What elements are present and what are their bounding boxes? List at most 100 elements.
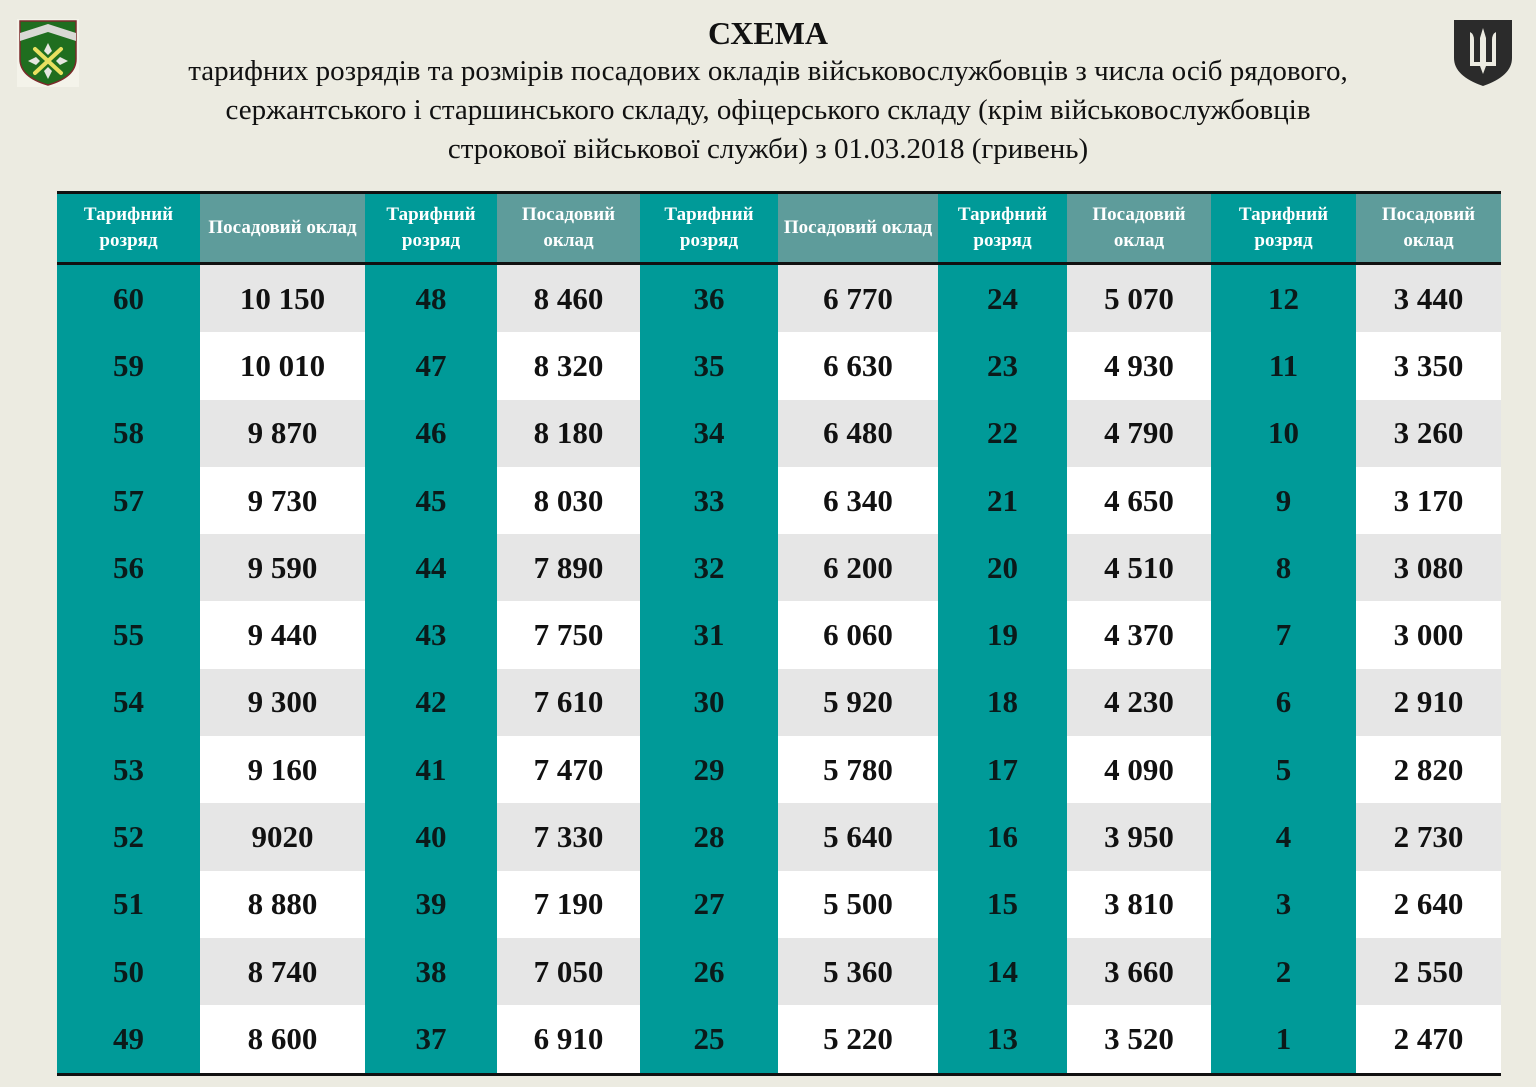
salary-cell: 5 780: [778, 736, 938, 804]
salary-cell: 5 360: [778, 937, 938, 1006]
grade-cell: 6: [1211, 668, 1356, 737]
table-row: 49 8 600 37 6 910 25 5 220 13 3 520 1 2 470: [57, 1005, 1501, 1075]
salary-cell: 6 480: [778, 399, 938, 467]
table-row: 53 9 160 41 7 470 29 5 780 17 4 090 5 2 820: [57, 736, 1501, 804]
grade-cell: 41: [365, 736, 497, 804]
salary-cell: 4 370: [1067, 601, 1211, 669]
salary-cell: 2 730: [1356, 803, 1501, 871]
grade-cell: 24: [938, 263, 1067, 333]
armed-forces-trident-logo: [1454, 20, 1512, 86]
salary-cell: 7 890: [497, 534, 640, 602]
grade-cell: 50: [57, 937, 200, 1006]
grade-cell: 2: [1211, 937, 1356, 1006]
grade-cell: 19: [938, 601, 1067, 669]
salary-cell: 4 090: [1067, 736, 1211, 804]
salary-cell: 3 260: [1356, 399, 1501, 467]
grade-cell: 3: [1211, 870, 1356, 938]
table-row: 55 9 440 43 7 750 31 6 060 19 4 370 7 3 000: [57, 601, 1501, 669]
salary-cell: 8 460: [497, 263, 640, 333]
grade-cell: 17: [938, 736, 1067, 804]
column-header-grade: Тарифний розряд: [1211, 192, 1356, 265]
grade-cell: 14: [938, 937, 1067, 1006]
salary-cell: 7 330: [497, 803, 640, 871]
salary-cell: 3 520: [1067, 1005, 1211, 1075]
unit-emblem-logo: [17, 19, 79, 87]
grade-cell: 47: [365, 332, 497, 400]
grade-cell: 56: [57, 534, 200, 602]
document-title: СХЕМА: [707, 15, 829, 51]
salary-cell: 8 030: [497, 466, 640, 535]
grade-cell: 40: [365, 803, 497, 871]
grade-cell: 44: [365, 534, 497, 602]
grade-cell: 25: [640, 1005, 778, 1075]
salary-cell: 6 060: [778, 601, 938, 669]
salary-cell: 4 510: [1067, 534, 1211, 602]
salary-cell: 9 730: [200, 466, 365, 535]
salary-cell: 6 630: [778, 332, 938, 400]
table-row: 52 9020 40 7 330 28 5 640 16 3 950 4 2 730: [57, 803, 1501, 871]
grade-cell: 57: [57, 466, 200, 535]
grade-cell: 53: [57, 736, 200, 804]
salary-cell: 8 180: [497, 399, 640, 467]
grade-cell: 32: [640, 534, 778, 602]
salary-cell: 2 470: [1356, 1005, 1501, 1075]
grade-cell: 27: [640, 870, 778, 938]
grade-cell: 39: [365, 870, 497, 938]
grade-cell: 52: [57, 803, 200, 871]
grade-cell: 12: [1211, 263, 1356, 333]
table-row: 56 9 590 44 7 890 32 6 200 20 4 510 8 3 080: [57, 534, 1501, 602]
grade-cell: 9: [1211, 466, 1356, 535]
salary-cell: 5 640: [778, 803, 938, 871]
salary-cell: 9 590: [200, 534, 365, 602]
salary-cell: 4 930: [1067, 332, 1211, 400]
table-row: 51 8 880 39 7 190 27 5 500 15 3 810 3 2 640: [57, 870, 1501, 938]
grade-cell: 10: [1211, 399, 1356, 467]
column-header-salary: Посадовий оклад: [1067, 192, 1211, 265]
salary-cell: 8 740: [200, 937, 365, 1006]
salary-cell: 7 470: [497, 736, 640, 804]
grade-cell: 5: [1211, 736, 1356, 804]
salary-cell: 3 950: [1067, 803, 1211, 871]
salary-cell: 4 790: [1067, 399, 1211, 467]
salary-cell: 7 050: [497, 937, 640, 1006]
grade-cell: 37: [365, 1005, 497, 1075]
grade-cell: 60: [57, 263, 200, 333]
column-header-grade: Тарифний розряд: [938, 192, 1067, 265]
salary-cell: 6 200: [778, 534, 938, 602]
salary-cell: 10 010: [200, 332, 365, 400]
salary-cell: 5 070: [1067, 263, 1211, 333]
document-subtitle: тарифних розрядів та розмірів посадових …: [188, 55, 1348, 165]
grade-cell: 18: [938, 668, 1067, 737]
grade-cell: 23: [938, 332, 1067, 400]
grade-cell: 54: [57, 668, 200, 737]
grade-cell: 31: [640, 601, 778, 669]
salary-cell: 9020: [200, 803, 365, 871]
grade-cell: 43: [365, 601, 497, 669]
grade-cell: 1: [1211, 1005, 1356, 1075]
salary-cell: 5 920: [778, 668, 938, 737]
table-row: 58 9 870 46 8 180 34 6 480 22 4 790 10 3 260: [57, 399, 1501, 467]
table-row: 57 9 730 45 8 030 33 6 340 21 4 650 9 3 170: [57, 466, 1501, 535]
grade-cell: 13: [938, 1005, 1067, 1075]
salary-cell: 2 910: [1356, 668, 1501, 737]
grade-cell: 58: [57, 399, 200, 467]
grade-cell: 33: [640, 466, 778, 535]
column-header-grade: Тарифний розряд: [640, 192, 778, 265]
grade-cell: 59: [57, 332, 200, 400]
column-header-salary: Посадовий оклад: [497, 192, 640, 265]
grade-cell: 38: [365, 937, 497, 1006]
salary-cell: 7 610: [497, 668, 640, 737]
grade-cell: 30: [640, 668, 778, 737]
table-row: 59 10 010 47 8 320 35 6 630 23 4 930 11 3 350: [57, 332, 1501, 400]
grade-cell: 29: [640, 736, 778, 804]
salary-cell: 9 870: [200, 399, 365, 467]
table-row: 50 8 740 38 7 050 26 5 360 14 3 660 2 2 550: [57, 937, 1501, 1006]
table-row: 60 10 150 48 8 460 36 6 770 24 5 070 12 3 440: [57, 263, 1501, 333]
grade-cell: 26: [640, 937, 778, 1006]
salary-cell: 8 320: [497, 332, 640, 400]
salary-cell: 9 160: [200, 736, 365, 804]
salary-cell: 3 810: [1067, 870, 1211, 938]
salary-cell: 7 190: [497, 870, 640, 938]
grade-cell: 20: [938, 534, 1067, 602]
salary-cell: 3 000: [1356, 601, 1501, 669]
